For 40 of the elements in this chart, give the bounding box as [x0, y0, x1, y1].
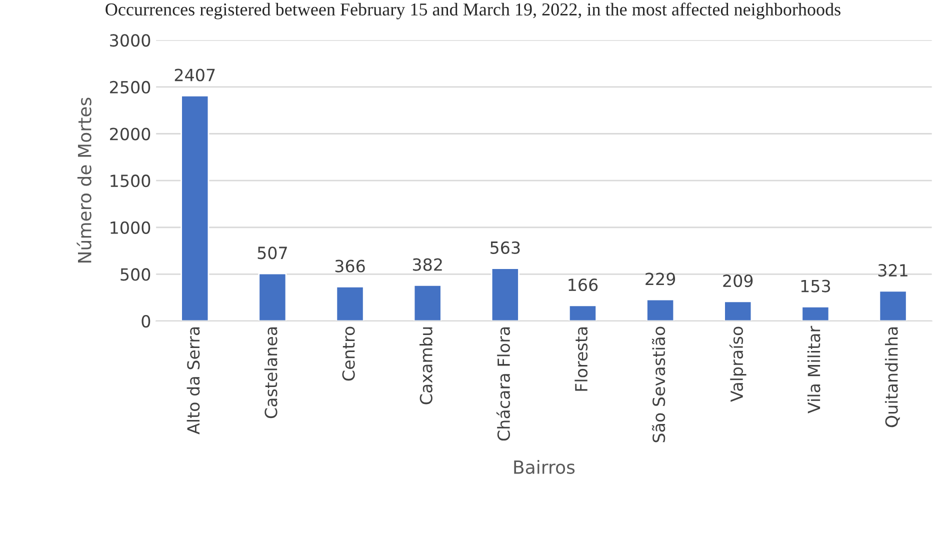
- x-tick-label: Valpraíso: [729, 326, 746, 402]
- bar: [336, 286, 364, 321]
- x-tick-label: Quitandinha: [884, 327, 900, 428]
- data-label: 2407: [174, 68, 215, 82]
- bar: [646, 298, 675, 321]
- y-tick-label: 1000: [110, 221, 150, 234]
- data-label: 507: [258, 246, 287, 260]
- data-label: 229: [646, 272, 676, 286]
- bar: [413, 284, 442, 321]
- bar: [724, 300, 752, 321]
- data-label: 382: [412, 258, 442, 271]
- y-tick-label: 500: [120, 268, 150, 281]
- y-tick-label: 2500: [110, 80, 150, 94]
- bar: [258, 272, 287, 321]
- data-label: 209: [723, 274, 753, 288]
- x-tick-label: Alto da Serra: [186, 327, 200, 434]
- y-tick-label: 0: [142, 314, 150, 328]
- y-tick-label: 3000: [110, 34, 150, 47]
- y-tick-label: 1500: [110, 174, 150, 188]
- data-label: 563: [490, 241, 520, 254]
- x-tick-label: Vila Militar: [807, 326, 820, 414]
- x-axis-title: Bairros: [514, 460, 575, 474]
- x-tick-label: Centro: [342, 326, 355, 381]
- x-tick-label: Floresta: [574, 327, 588, 391]
- bar: [568, 304, 598, 321]
- x-tick-label: Chácara Flora: [496, 327, 510, 441]
- bar: [180, 94, 210, 321]
- x-tick-label: São Sevastião: [652, 326, 666, 442]
- data-label: 166: [568, 278, 598, 292]
- x-tick-label: Caxambu: [420, 327, 432, 404]
- y-axis-title: Número de Mortes: [76, 98, 92, 262]
- data-label: 153: [801, 280, 830, 292]
- data-label: 321: [878, 264, 908, 277]
- bar: [490, 268, 520, 321]
- bar: [878, 290, 908, 321]
- y-tick-label: 2000: [110, 128, 150, 140]
- chart-title: Occurrences registered between February 15 and March 19, 2022, in the most affected neighborhoods: [106, 2, 840, 20]
- x-tick-label: Castelanea: [264, 327, 278, 418]
- bar: [801, 306, 830, 321]
- data-label: 366: [335, 260, 365, 272]
